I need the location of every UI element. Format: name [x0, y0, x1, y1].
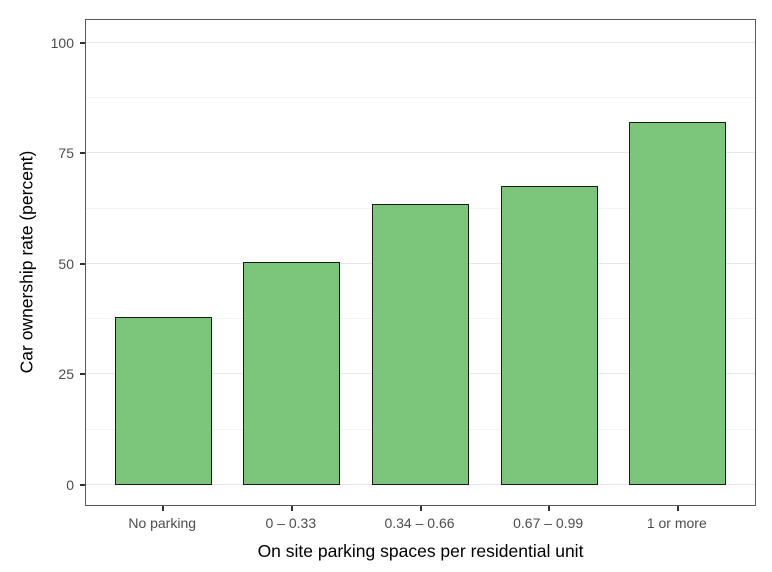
bar [372, 204, 469, 485]
plot-panel [85, 19, 756, 506]
y-tick-mark [80, 262, 85, 265]
x-tick-label: 0 – 0.33 [265, 515, 317, 531]
x-tick-mark [419, 506, 422, 511]
x-axis: No parking 0 – 0.33 0.34 – 0.66 0.67 – 0.99… [85, 506, 756, 572]
y-tick-label: 100 [50, 34, 74, 51]
y-tick-label: 0 [66, 477, 74, 493]
y-axis: 0 25 50 75 100 [0, 19, 85, 506]
y-tick-label: 75 [58, 145, 74, 162]
x-tick-mark [162, 506, 165, 511]
y-tick-label: 25 [58, 366, 74, 383]
x-axis-title: On site parking spaces per residential u… [257, 541, 584, 561]
y-tick-mark [80, 484, 85, 486]
bar [629, 122, 727, 485]
y-tick-mark [80, 373, 85, 376]
y-tick-mark [80, 41, 85, 44]
x-tick-label: 0.67 – 0.99 [513, 515, 584, 531]
x-tick-label: No parking [128, 515, 197, 531]
bar [500, 186, 598, 485]
x-tick-label: 0.34 – 0.66 [384, 515, 455, 531]
gridline-minor [86, 97, 755, 98]
y-tick-label: 50 [58, 255, 74, 272]
gridline-major [86, 152, 755, 154]
bar [114, 316, 212, 485]
x-tick-mark [676, 506, 679, 511]
y-tick-mark [80, 152, 85, 155]
bar [243, 261, 341, 485]
x-tick-label: 1 or more [646, 515, 707, 531]
x-tick-mark [290, 506, 293, 511]
gridline-major [86, 41, 755, 43]
x-tick-mark [548, 506, 551, 511]
